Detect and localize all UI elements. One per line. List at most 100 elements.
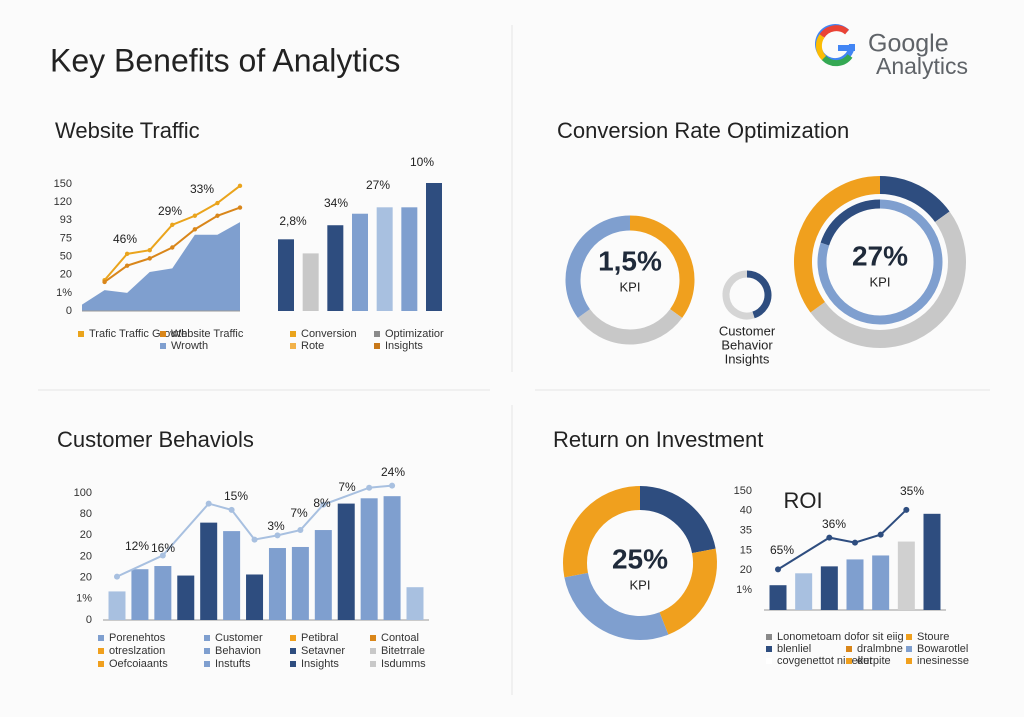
donut-segment: [565, 215, 631, 318]
bar: [302, 253, 319, 311]
legend-swatch: [766, 658, 772, 664]
donut-segment: [820, 199, 881, 246]
point: [877, 531, 884, 538]
section-title: Return on Investment: [553, 427, 763, 452]
y-tick-label: 120: [54, 196, 72, 208]
point: [251, 536, 258, 543]
legend-label: Website Traffic: [171, 328, 244, 340]
legend-label: Porenehtos: [109, 632, 166, 644]
legend-swatch: [370, 648, 376, 654]
donut-segment: [659, 548, 717, 635]
annotation: 7%: [290, 506, 308, 520]
bar: [268, 548, 286, 620]
point: [237, 183, 243, 189]
legend-swatch: [374, 343, 380, 349]
y-tick-label: 150: [54, 178, 72, 190]
legend-swatch: [766, 646, 772, 652]
point: [852, 539, 858, 546]
donut-segment: [746, 270, 772, 319]
bar: [278, 239, 294, 311]
y-tick-label: 20: [80, 529, 92, 541]
point: [320, 501, 327, 508]
legend-swatch: [290, 331, 296, 337]
bar: [376, 207, 393, 311]
legend-swatch: [290, 635, 296, 641]
y-tick-label: 93: [60, 214, 72, 226]
y-tick-label: 20: [80, 572, 92, 584]
point: [102, 279, 107, 285]
legend-swatch: [906, 634, 912, 640]
donut-label: Behavior: [721, 337, 773, 352]
legend-label: Rote: [301, 340, 324, 352]
legend-swatch: [846, 658, 852, 664]
area: [82, 222, 240, 311]
point: [147, 256, 152, 261]
page-title: Key Benefits of Analytics: [50, 42, 400, 78]
donut-segment: [879, 176, 950, 223]
bar: [795, 573, 813, 610]
bar: [426, 183, 442, 311]
legend-swatch: [370, 661, 376, 667]
legend-label: Conversion: [301, 328, 357, 340]
bar: [154, 566, 172, 620]
bar: [820, 566, 838, 610]
bar: [314, 530, 332, 620]
point: [274, 532, 281, 539]
bar: [352, 213, 368, 311]
bar: [872, 555, 890, 610]
legend-swatch: [906, 646, 912, 652]
legend-swatch: [160, 343, 166, 349]
point: [170, 245, 175, 250]
point: [903, 506, 910, 513]
legend-swatch: [98, 661, 104, 667]
legend-label: Petibral: [301, 632, 338, 644]
y-tick-label: 100: [74, 487, 92, 499]
legend-swatch: [204, 635, 210, 641]
y-tick-label: 75: [60, 232, 72, 244]
legend-swatch: [160, 331, 166, 337]
bar: [327, 225, 344, 311]
section-title: Customer Behaviols: [57, 427, 254, 452]
point: [228, 506, 235, 513]
donut-label: Insights: [725, 351, 770, 366]
y-tick-label: 1%: [76, 593, 92, 605]
point: [205, 500, 212, 507]
legend-swatch: [906, 658, 912, 664]
legend-label: Oefcoiaants: [109, 658, 168, 670]
legend-label: Wrowth: [171, 340, 208, 352]
kpi-label: KPI: [620, 279, 641, 294]
annotation: 2,8%: [279, 214, 307, 228]
y-tick-label: 35: [740, 525, 752, 537]
legend-label: otreslzation: [109, 645, 165, 657]
bar: [897, 541, 915, 610]
point: [192, 227, 198, 232]
legend-swatch: [204, 648, 210, 654]
donut-segment: [817, 199, 943, 325]
point: [124, 251, 130, 257]
legend-swatch: [98, 635, 104, 641]
bar: [291, 546, 309, 620]
annotation: 29%: [158, 204, 182, 218]
annotation: 34%: [324, 196, 348, 210]
y-tick-label: 40: [740, 505, 752, 517]
donut-segment: [564, 572, 669, 640]
point: [192, 213, 198, 218]
kpi-value: 25%: [612, 543, 668, 574]
legend-swatch: [370, 635, 376, 641]
legend-label: durpite: [857, 655, 891, 667]
legend-label: dralmbne: [857, 643, 903, 655]
legend-label: Insights: [385, 340, 423, 352]
logo-g: [815, 34, 827, 61]
section-title: Website Traffic: [55, 118, 200, 143]
bar: [923, 513, 941, 610]
line: [116, 484, 393, 578]
logo-text: Analytics: [876, 53, 968, 79]
y-tick-label: 0: [66, 305, 72, 317]
bar: [177, 575, 195, 620]
y-tick-label: 1%: [736, 584, 752, 596]
logo-text: Google: [868, 30, 949, 58]
annotation: 27%: [366, 178, 390, 192]
kpi-value: 27%: [852, 240, 908, 271]
